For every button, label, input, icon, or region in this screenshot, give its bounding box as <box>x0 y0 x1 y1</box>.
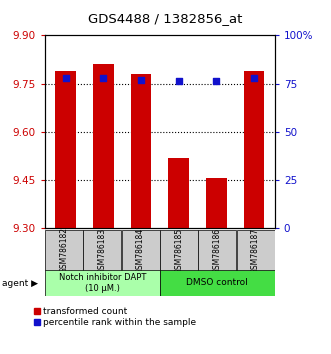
Bar <box>45 230 83 271</box>
Point <box>213 78 219 84</box>
Text: DMSO control: DMSO control <box>186 278 248 287</box>
Point <box>63 75 68 81</box>
Point <box>138 77 144 82</box>
Bar <box>198 230 236 271</box>
Bar <box>237 230 274 271</box>
Text: GSM786187: GSM786187 <box>251 227 260 274</box>
Text: GSM786184: GSM786184 <box>136 227 145 274</box>
Text: GDS4488 / 1382856_at: GDS4488 / 1382856_at <box>88 12 243 25</box>
Bar <box>244 71 264 228</box>
Bar <box>168 158 189 228</box>
Bar <box>160 270 274 296</box>
Point <box>251 75 257 81</box>
Text: GSM786182: GSM786182 <box>59 228 69 273</box>
Point <box>101 75 106 81</box>
Bar <box>45 270 160 296</box>
Bar <box>130 74 151 228</box>
Legend: transformed count, percentile rank within the sample: transformed count, percentile rank withi… <box>34 307 197 327</box>
Text: GSM786185: GSM786185 <box>174 227 183 274</box>
Bar <box>83 230 121 271</box>
Bar <box>206 178 227 228</box>
Text: GSM786186: GSM786186 <box>213 227 222 274</box>
Bar <box>93 64 114 228</box>
Text: Notch inhibitor DAPT
(10 μM.): Notch inhibitor DAPT (10 μM.) <box>59 273 146 292</box>
Bar <box>160 230 198 271</box>
Text: agent ▶: agent ▶ <box>2 279 38 289</box>
Bar <box>55 71 76 228</box>
Point <box>176 78 181 84</box>
Text: GSM786183: GSM786183 <box>98 227 107 274</box>
Bar <box>121 230 160 271</box>
